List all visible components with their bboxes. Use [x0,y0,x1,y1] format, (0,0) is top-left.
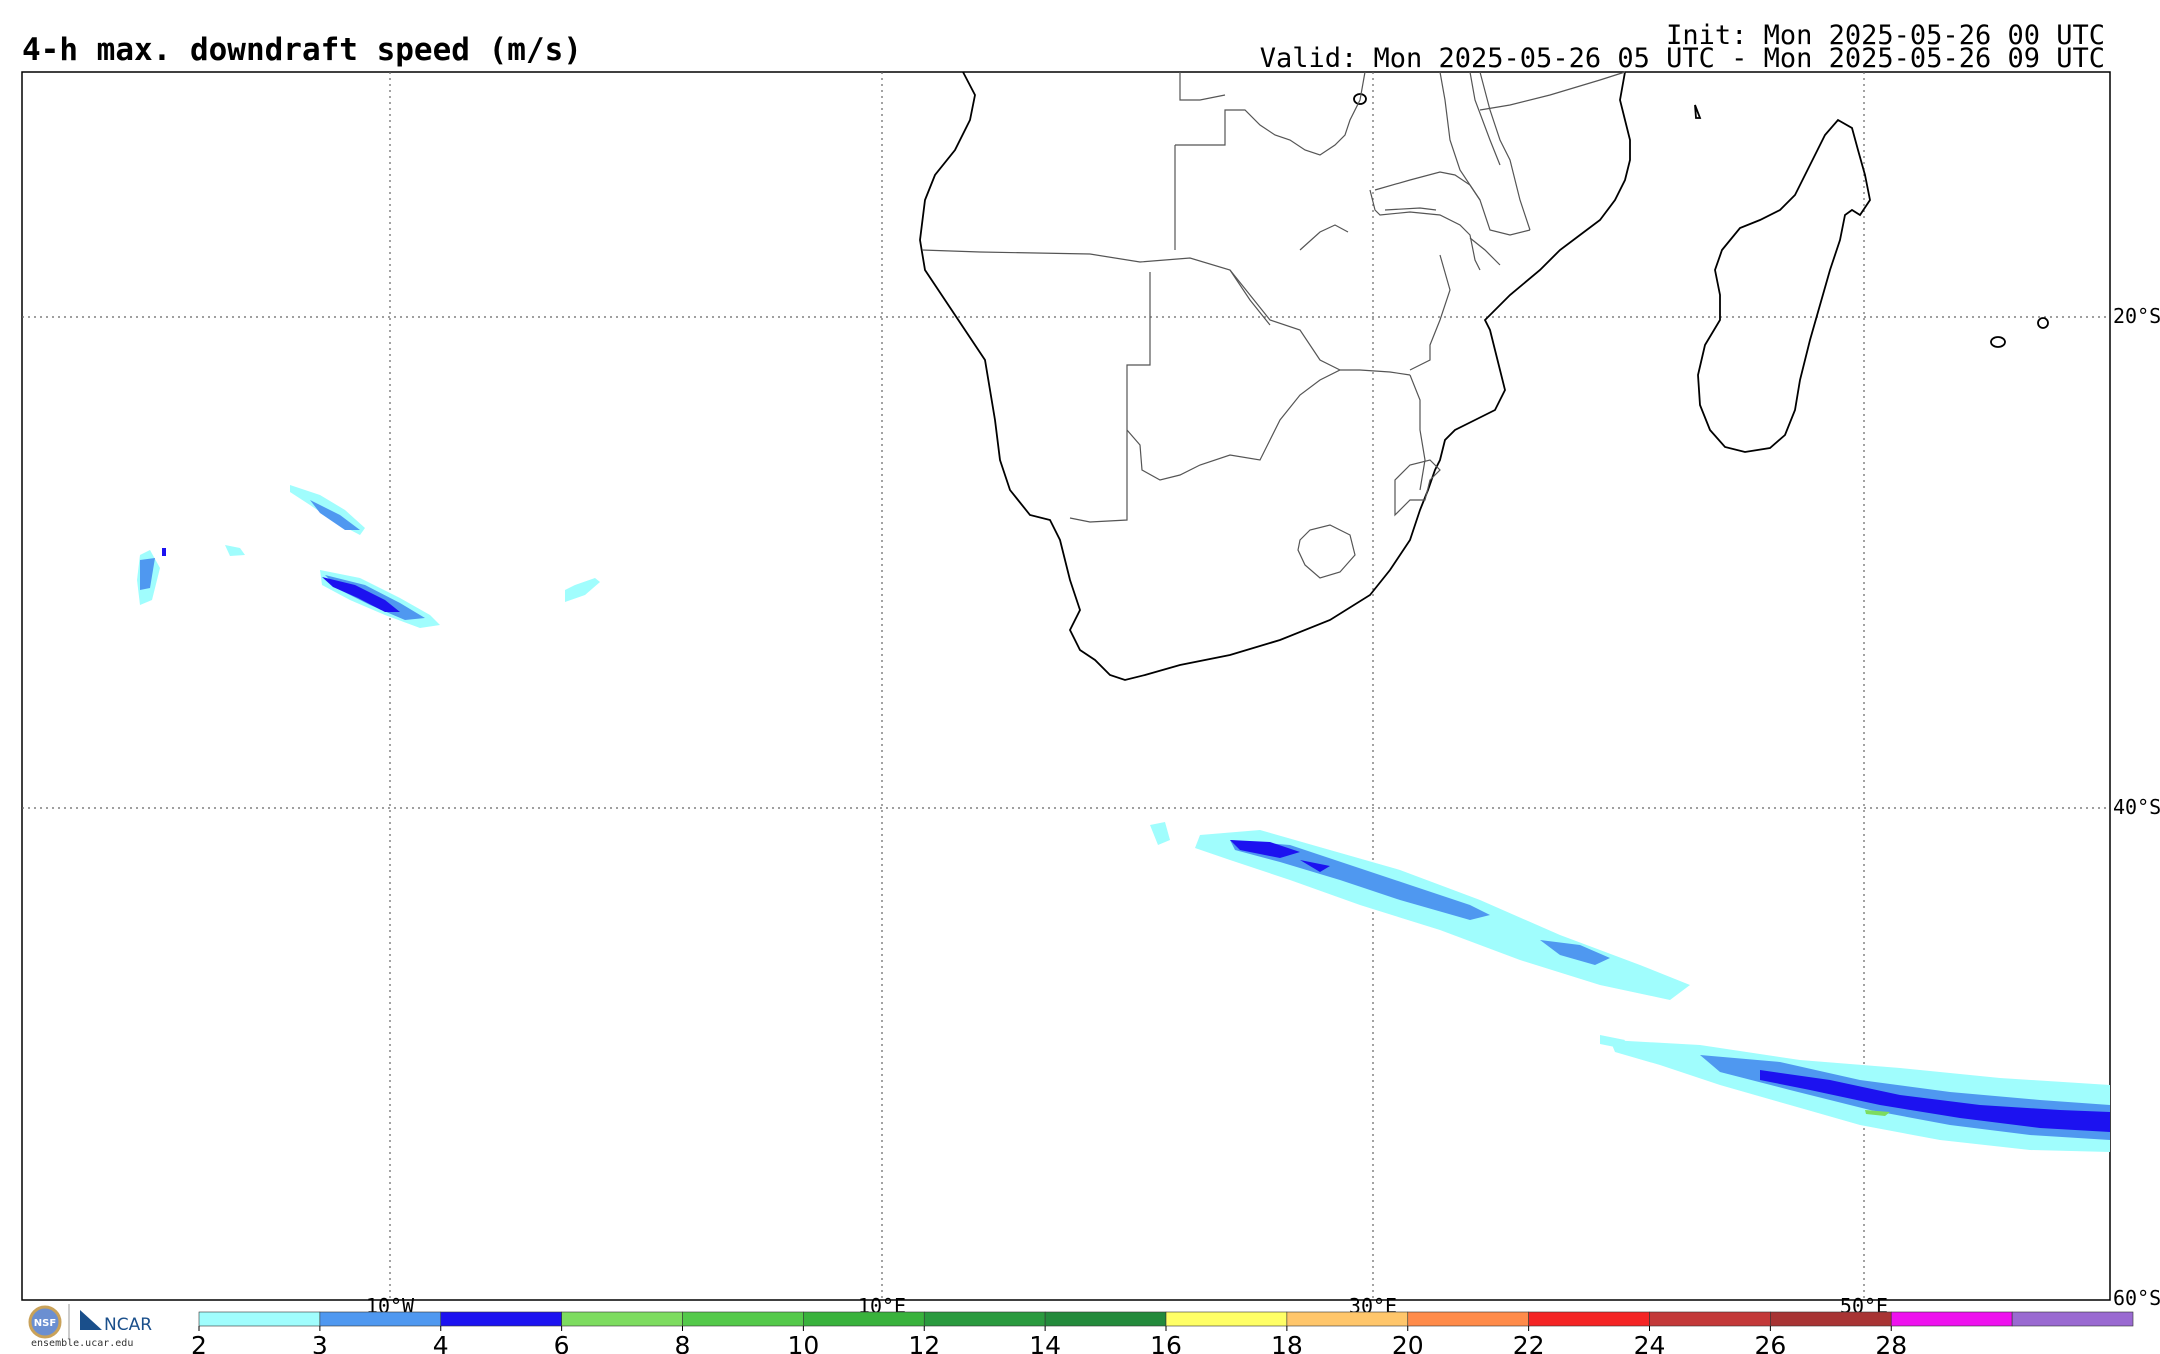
colorbar-swatch [1286,1311,1409,1327]
valid-time: Valid: Mon 2025-05-26 05 UTC - Mon 2025-… [1259,43,2105,74]
colorbar-swatch [319,1311,442,1327]
lat-label-40s: 40°S [2113,795,2160,819]
colorbar-swatch [682,1311,804,1327]
colorbar-tick-label: 18 [1271,1331,1303,1354]
colorbar-tick-label: 16 [1150,1331,1182,1354]
colorbar-swatch [1649,1311,1771,1327]
colorbar-swatch [440,1311,562,1327]
downdraft-shading-6-8 [1865,1110,1890,1116]
colorbar-swatch [1770,1311,1892,1327]
map-title: 4-h max. downdraft speed (m/s) [22,32,582,68]
init-time: Init: Mon 2025-05-26 00 UTC [1666,20,2105,51]
lat-labels: 20°S 40°S 60°S [2113,304,2160,1310]
colorbar: 2 3 4 6 8 10 12 14 16 18 20 22 24 26 28 [191,1311,2134,1354]
colorbar-tick-label: 20 [1392,1331,1424,1354]
colorbar-swatch [561,1311,683,1327]
colorbar-tick-label: 28 [1875,1331,1907,1354]
colorbar-swatch [1165,1311,1288,1327]
colorbar-tick-label: 4 [433,1331,449,1354]
colorbar-tick-label: 6 [554,1331,570,1354]
colorbar-swatch [1528,1311,1650,1327]
colorbar-tick-label: 2 [191,1331,207,1354]
colorbar-swatch [1407,1311,1529,1327]
lat-label-60s: 60°S [2113,1286,2160,1310]
colorbar-tick-label: 14 [1029,1331,1061,1354]
coastlines [919,71,2049,681]
colorbar-swatch [803,1311,925,1327]
map-frame [21,71,2111,1301]
colorbar-tick-label: 22 [1513,1331,1545,1354]
country-borders [921,71,1626,579]
ncar-logo-text: NCAR [104,1315,152,1335]
colorbar-tick-label: 3 [312,1331,328,1354]
colorbar-tick-label: 10 [787,1331,819,1354]
colorbar-tick-label: 12 [908,1331,940,1354]
colorbar-tick-label: 26 [1754,1331,1786,1354]
ncar-logo: NCAR [80,1310,152,1335]
colorbar-tick-label: 24 [1634,1331,1666,1354]
colorbar-swatch [1044,1311,1167,1327]
lat-label-20s: 20°S [2113,304,2160,328]
nsf-logo: NSF [28,1305,62,1339]
gridlines [22,72,2110,1300]
downdraft-shading-4-6 [162,548,2110,1132]
site-url: ensemble.ucar.edu [31,1338,134,1349]
colorbar-swatch [198,1311,321,1327]
colorbar-swatch [923,1311,1046,1327]
colorbar-swatch [2011,1311,2134,1327]
colorbar-tick-label: 8 [675,1331,691,1354]
nsf-logo-text: NSF [34,1318,56,1329]
colorbar-swatch [1890,1311,2013,1327]
